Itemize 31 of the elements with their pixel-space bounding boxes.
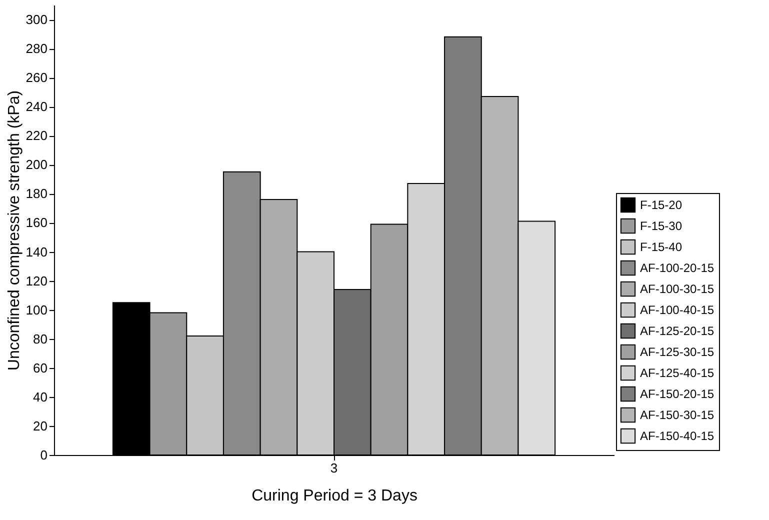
y-tick-label: 0 bbox=[40, 448, 48, 462]
legend-label: F-15-30 bbox=[640, 219, 682, 233]
legend-label: F-15-40 bbox=[640, 240, 682, 254]
y-tick-label: 260 bbox=[26, 70, 48, 86]
legend-label: AF-125-40-15 bbox=[640, 366, 714, 380]
y-tick-label: 40 bbox=[33, 389, 48, 404]
legend-label: AF-125-20-15 bbox=[640, 324, 714, 338]
legend-label: F-15-20 bbox=[640, 198, 682, 212]
legend-label: AF-100-20-15 bbox=[640, 261, 714, 275]
y-tick-label: 280 bbox=[26, 41, 48, 56]
y-tick-label: 160 bbox=[26, 215, 48, 230]
y-tick-label: 220 bbox=[26, 128, 48, 144]
legend-label: AF-150-30-15 bbox=[640, 408, 714, 422]
y-axis-title: Unconfined compressive strength (kPa) bbox=[6, 90, 23, 371]
y-tick-label: 140 bbox=[26, 244, 48, 260]
y-tick-label: 20 bbox=[33, 418, 48, 434]
legend-label: AF-100-40-15 bbox=[640, 303, 714, 317]
y-tick-label: 80 bbox=[33, 331, 48, 346]
x-tick-label: 3 bbox=[330, 460, 338, 476]
y-tick-label: 300 bbox=[26, 12, 48, 28]
y-tick-label: 180 bbox=[26, 186, 48, 202]
legend-label: AF-150-20-15 bbox=[640, 387, 714, 401]
legend-label: AF-150-40-15 bbox=[640, 429, 714, 443]
y-tick-label: 60 bbox=[33, 360, 48, 376]
y-tick-label: 200 bbox=[26, 157, 48, 172]
y-tick-label: 120 bbox=[26, 273, 48, 288]
y-tick-label: 240 bbox=[26, 99, 48, 114]
y-tick-label: 100 bbox=[26, 302, 48, 318]
x-axis-title: Curing Period = 3 Days bbox=[252, 488, 418, 504]
legend-label: AF-100-30-15 bbox=[640, 282, 714, 296]
legend-label: AF-125-30-15 bbox=[640, 345, 714, 359]
